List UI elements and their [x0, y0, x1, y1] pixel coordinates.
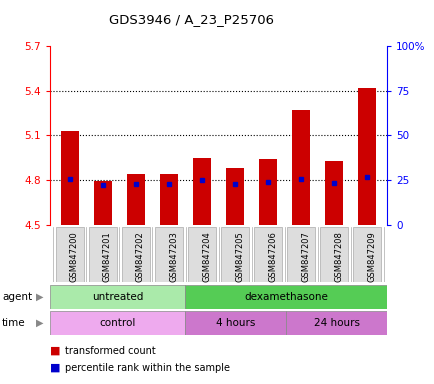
Text: GSM847207: GSM847207	[300, 231, 309, 282]
Bar	[259, 159, 276, 225]
FancyBboxPatch shape	[56, 227, 84, 282]
FancyBboxPatch shape	[253, 227, 282, 282]
Text: ■: ■	[50, 346, 60, 356]
FancyBboxPatch shape	[89, 227, 117, 282]
FancyBboxPatch shape	[155, 227, 183, 282]
Bar	[358, 88, 375, 225]
Bar	[127, 174, 145, 225]
Text: 4 hours: 4 hours	[215, 318, 255, 328]
Text: GSM847200: GSM847200	[70, 231, 79, 282]
Text: percentile rank within the sample: percentile rank within the sample	[65, 363, 230, 373]
Text: ▶: ▶	[36, 291, 44, 302]
Bar	[61, 131, 79, 225]
Text: agent: agent	[2, 291, 32, 302]
Bar	[226, 168, 243, 225]
Bar	[292, 110, 309, 225]
Text: GSM847205: GSM847205	[234, 231, 243, 282]
FancyBboxPatch shape	[319, 227, 348, 282]
Text: GSM847206: GSM847206	[267, 231, 276, 282]
FancyBboxPatch shape	[184, 285, 386, 309]
FancyBboxPatch shape	[50, 285, 184, 309]
Bar	[325, 161, 342, 225]
Text: time: time	[2, 318, 26, 328]
FancyBboxPatch shape	[187, 227, 216, 282]
FancyBboxPatch shape	[352, 227, 381, 282]
Text: 24 hours: 24 hours	[313, 318, 359, 328]
FancyBboxPatch shape	[50, 311, 184, 335]
Bar	[160, 174, 178, 225]
Text: GSM847208: GSM847208	[333, 231, 342, 282]
Text: transformed count: transformed count	[65, 346, 156, 356]
FancyBboxPatch shape	[286, 227, 315, 282]
Text: GSM847202: GSM847202	[136, 231, 145, 282]
Text: ■: ■	[50, 363, 60, 373]
FancyBboxPatch shape	[184, 311, 286, 335]
Bar	[94, 182, 112, 225]
Text: GSM847203: GSM847203	[169, 231, 178, 282]
Text: untreated: untreated	[92, 291, 143, 302]
Text: GSM847209: GSM847209	[366, 231, 375, 282]
Text: ▶: ▶	[36, 318, 44, 328]
Text: GSM847204: GSM847204	[202, 231, 210, 282]
Bar	[193, 158, 210, 225]
FancyBboxPatch shape	[220, 227, 249, 282]
FancyBboxPatch shape	[286, 311, 386, 335]
FancyBboxPatch shape	[122, 227, 150, 282]
Text: GSM847201: GSM847201	[103, 231, 112, 282]
Text: dexamethasone: dexamethasone	[243, 291, 327, 302]
Text: GDS3946 / A_23_P25706: GDS3946 / A_23_P25706	[108, 13, 273, 26]
Text: control: control	[99, 318, 135, 328]
